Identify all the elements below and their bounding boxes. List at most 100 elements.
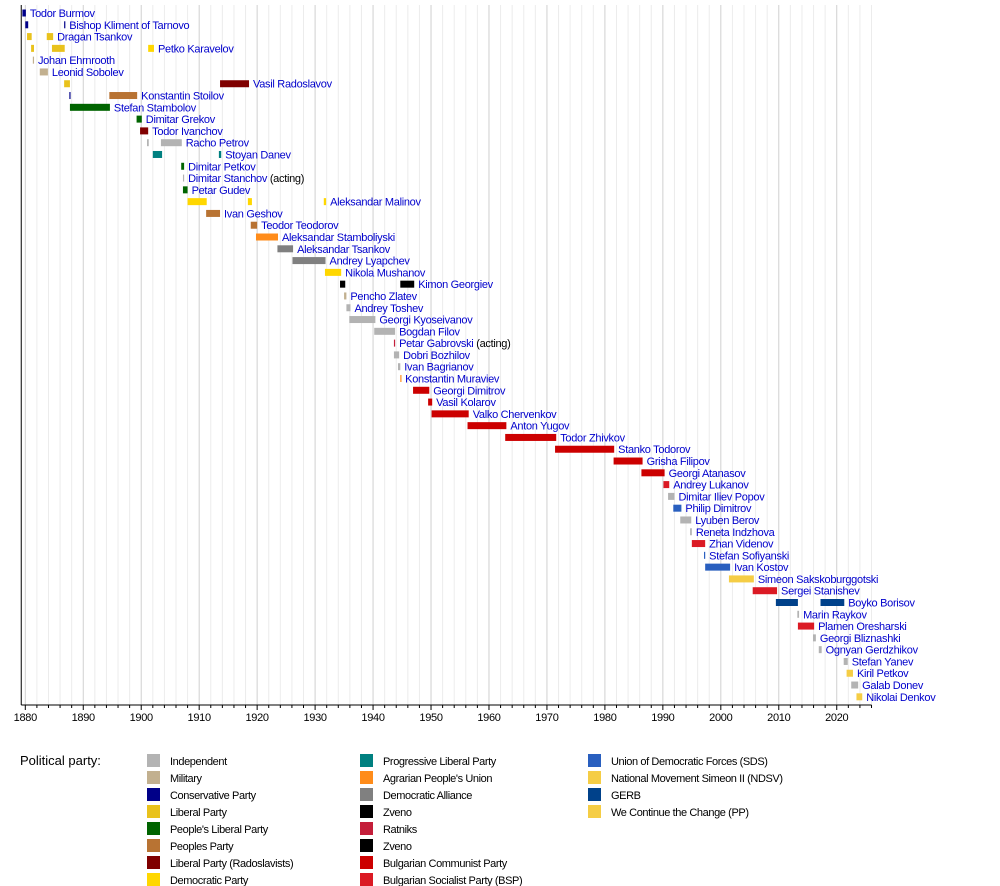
- term-bar: [797, 622, 815, 630]
- term-bar: [22, 9, 26, 17]
- pm-label[interactable]: Petko Karavelov: [158, 43, 235, 55]
- term-bar: [220, 80, 250, 88]
- pm-label[interactable]: Petar Gabrovski (acting): [399, 338, 511, 350]
- pm-label[interactable]: Todor Zhivkov: [560, 432, 626, 444]
- pm-label[interactable]: Ognyan Gerdzhikov: [826, 645, 919, 657]
- pm-label[interactable]: Lyuben Berov: [695, 515, 760, 527]
- pm-label[interactable]: Boyko Borisov: [848, 598, 916, 610]
- pm-label[interactable]: Georgi Bliznashki: [820, 633, 901, 645]
- term-bar: [613, 457, 643, 465]
- pm-label[interactable]: Marin Raykov: [803, 609, 868, 621]
- pm-label[interactable]: Pencho Zlatev: [350, 291, 418, 303]
- term-bar: [775, 599, 798, 606]
- pm-label[interactable]: Georgi Atanasov: [669, 468, 747, 480]
- pm-label[interactable]: Georgi Kyoseivanov: [379, 315, 473, 327]
- term-bar: [680, 516, 692, 524]
- pm-label[interactable]: Konstantin Stoilov: [141, 91, 225, 103]
- x-tick-label: 1950: [419, 712, 442, 724]
- legend-swatch: [147, 822, 160, 835]
- pm-label[interactable]: Racho Petrov: [186, 138, 250, 150]
- term-bar: [292, 257, 326, 265]
- term-bar: [728, 575, 754, 583]
- pm-label[interactable]: Bogdan Filov: [399, 326, 461, 338]
- pm-label[interactable]: Ivan Geshov: [224, 208, 284, 220]
- pm-label[interactable]: Andrey Lukanov: [673, 480, 749, 492]
- x-tick-label: 2020: [825, 712, 848, 724]
- pm-label[interactable]: Stanko Todorov: [618, 444, 691, 456]
- pm-label[interactable]: Andrey Toshev: [354, 303, 424, 315]
- pm-label[interactable]: Anton Yugov: [510, 421, 570, 433]
- term-bar: [136, 115, 142, 123]
- pm-label[interactable]: Dimitar Iliev Popov: [678, 491, 765, 503]
- pm-label[interactable]: Valko Chervenkov: [473, 409, 558, 421]
- x-tick-label: 1910: [188, 712, 211, 724]
- x-tick-label: 1990: [651, 712, 674, 724]
- pm-label[interactable]: Stoyan Danev: [225, 149, 292, 161]
- pm-label[interactable]: Nikolai Denkov: [866, 692, 936, 704]
- pm-label[interactable]: Stefan Yanev: [852, 656, 915, 668]
- term-bar: [797, 610, 800, 618]
- pm-label[interactable]: Dimitar Stanchov (acting): [188, 173, 304, 185]
- term-bar: [323, 198, 327, 206]
- term-bar: [39, 68, 48, 76]
- pm-label[interactable]: Stefan Stambolov: [114, 102, 197, 114]
- pm-label[interactable]: Vasil Kolarov: [436, 397, 497, 409]
- pm-label[interactable]: Nikola Mushanov: [345, 267, 426, 279]
- legend-swatch: [360, 839, 373, 852]
- grid: [24, 5, 873, 705]
- term-bar: [344, 292, 347, 300]
- pm-label[interactable]: Petar Gudev: [192, 185, 252, 197]
- term-bar: [255, 233, 279, 241]
- pm-label[interactable]: Kimon Georgiev: [418, 279, 494, 291]
- pm-label[interactable]: Grisha Filipov: [647, 456, 711, 468]
- pm-label[interactable]: Todor Ivanchov: [152, 126, 223, 138]
- pm-label[interactable]: Ivan Bagrianov: [404, 362, 474, 374]
- pm-label[interactable]: Dimitar Grekov: [146, 114, 216, 126]
- term-bar: [346, 304, 351, 312]
- pm-label[interactable]: Vasil Radoslavov: [253, 79, 333, 91]
- x-tick-label: 1970: [535, 712, 558, 724]
- pm-label[interactable]: Reneta Indzhova: [696, 527, 776, 539]
- pm-label[interactable]: Konstantin Muraviev: [405, 373, 500, 385]
- term-bar: [27, 33, 32, 41]
- pm-label[interactable]: Todor Burmov: [30, 8, 96, 20]
- term-bar: [413, 386, 430, 394]
- pm-label[interactable]: Aleksandar Stamboliyski: [282, 232, 395, 244]
- pm-label[interactable]: Andrey Lyapchev: [330, 256, 411, 268]
- pm-label[interactable]: Teodor Teodorov: [261, 220, 339, 232]
- pm-label[interactable]: Dragan Tsankov: [57, 32, 133, 44]
- pm-label[interactable]: Leonid Sobolev: [52, 67, 125, 79]
- term-bar: [218, 150, 222, 158]
- pm-label[interactable]: Simeon Sakskoburggotski: [758, 574, 879, 586]
- term-bar: [400, 374, 402, 382]
- term-bar: [64, 21, 66, 29]
- legend-swatch: [147, 754, 160, 767]
- pm-label[interactable]: Philip Dimitrov: [685, 503, 752, 515]
- pm-label[interactable]: Ivan Kostov: [734, 562, 789, 574]
- pm-label[interactable]: Sergei Stanishev: [781, 586, 860, 598]
- term-bar: [812, 634, 816, 642]
- term-bar: [340, 280, 346, 288]
- term-bar: [851, 681, 859, 689]
- term-bar: [846, 669, 853, 677]
- pm-label[interactable]: Bishop Kliment of Tarnovo: [69, 20, 190, 32]
- pm-label[interactable]: Plamen Oresharski: [818, 621, 907, 633]
- legend-swatch: [360, 805, 373, 818]
- pm-label[interactable]: Dobri Bozhilov: [403, 350, 471, 362]
- pm-label[interactable]: Dimitar Petkov: [188, 161, 256, 173]
- term-bar: [374, 327, 396, 335]
- pm-label[interactable]: Johan Ehrnrooth: [38, 55, 115, 67]
- pm-label[interactable]: Aleksandar Tsankov: [297, 244, 391, 256]
- pm-label[interactable]: Kiril Petkov: [857, 668, 910, 680]
- pm-label[interactable]: Stefan Sofiyanski: [709, 550, 789, 562]
- term-bar: [140, 127, 149, 135]
- term-bar: [856, 693, 863, 701]
- pm-label[interactable]: Zhan Videnov: [709, 539, 774, 551]
- pm-label[interactable]: Galab Donev: [862, 680, 924, 692]
- pm-label[interactable]: Aleksandar Malinov: [330, 197, 422, 209]
- term-bar: [181, 162, 185, 170]
- term-bar: [843, 657, 848, 665]
- pm-label[interactable]: Georgi Dimitrov: [433, 385, 506, 397]
- term-bar: [397, 363, 401, 371]
